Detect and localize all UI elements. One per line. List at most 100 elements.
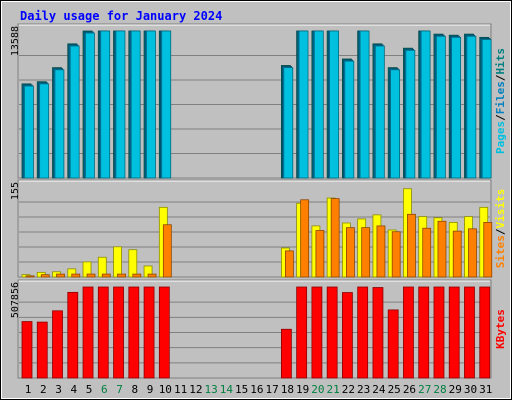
- bar-pages-day-27: [420, 30, 431, 179]
- bar-sites-day-10: [162, 224, 172, 278]
- bar-kbytes-day-3: [52, 310, 63, 379]
- x-tick-label: 30: [464, 383, 477, 396]
- side-legend: KBytes: [494, 309, 507, 349]
- bar-sites-day-9: [147, 273, 157, 278]
- side-legend: Pages/Files/Hits: [494, 48, 507, 154]
- x-tick-label: 29: [449, 383, 462, 396]
- bar-sites-day-31: [483, 222, 493, 278]
- x-tick-label: 16: [250, 383, 263, 396]
- bar-sites-day-20: [315, 230, 325, 278]
- kbytes-panel: 507856 KBytes: [10, 279, 507, 379]
- bar-sites-day-27: [422, 227, 432, 278]
- x-tick-label: 8: [131, 383, 138, 396]
- x-tick-label: 10: [159, 383, 172, 396]
- bar-pages-day-6: [100, 30, 111, 179]
- bar-sites-day-8: [132, 273, 142, 278]
- bar-pages-day-28: [435, 35, 446, 179]
- bar-sites-day-24: [376, 225, 386, 278]
- bar-visits-day-8: [128, 249, 138, 278]
- bar-pages-day-26: [405, 49, 416, 179]
- bar-sites-day-30: [468, 228, 477, 278]
- bar-kbytes-day-22: [342, 292, 353, 379]
- side-legend-item: Visits: [494, 189, 507, 229]
- y-max-label: 13588: [10, 26, 21, 56]
- bar-kbytes-day-18: [280, 328, 292, 379]
- bar-kbytes-day-24: [372, 287, 384, 379]
- x-tick-label: 22: [342, 383, 355, 396]
- x-tick-label: 25: [388, 383, 401, 396]
- bar-pages-day-21: [329, 30, 339, 179]
- x-tick-label: 14: [220, 383, 234, 396]
- x-tick-label: 27: [418, 383, 431, 396]
- x-tick-label: 9: [147, 383, 154, 396]
- x-tick-label: 17: [266, 383, 279, 396]
- x-tick-label: 26: [403, 383, 416, 396]
- bar-sites-day-21: [330, 198, 340, 278]
- side-legend-item: Hits: [494, 48, 507, 75]
- bar-pages-day-22: [344, 60, 355, 179]
- bar-kbytes-day-1: [21, 321, 33, 379]
- bar-kbytes-day-30: [464, 286, 475, 379]
- bar-sites-day-1: [25, 275, 35, 278]
- bar-pages-day-5: [85, 32, 95, 179]
- x-axis-day-labels: 1 2 3 4 5 6 7 8 9 10 11 12 13 14 15 16 17 18 19 20 21 22 23 24 2…: [25, 383, 493, 396]
- bar-sites-day-22: [346, 227, 355, 278]
- side-legend-item: Pages: [494, 121, 507, 154]
- x-tick-label: 7: [116, 383, 123, 396]
- x-tick-label: 21: [327, 383, 340, 396]
- bar-pages-day-20: [313, 30, 324, 179]
- side-legend-item: Sites: [494, 235, 507, 268]
- y-max-label: 507856: [10, 282, 21, 318]
- bar-kbytes-day-29: [448, 286, 460, 379]
- bar-kbytes-day-20: [311, 286, 323, 379]
- bar-kbytes-day-10: [158, 286, 170, 379]
- bar-visits-day-7: [113, 246, 122, 278]
- x-tick-label: 18: [281, 383, 294, 396]
- bar-sites-day-18: [284, 250, 294, 278]
- bar-kbytes-day-19: [296, 286, 308, 379]
- x-tick-label: 23: [357, 383, 370, 396]
- bar-kbytes-day-26: [403, 286, 414, 379]
- bar-sites-day-6: [101, 273, 111, 278]
- x-tick-label: 20: [311, 383, 324, 396]
- bar-sites-day-29: [452, 230, 462, 278]
- bar-kbytes-day-28: [433, 286, 445, 379]
- x-tick-label: 2: [40, 383, 47, 396]
- bar-sites-day-23: [361, 227, 371, 278]
- bar-kbytes-day-23: [357, 286, 369, 379]
- x-tick-label: 3: [55, 383, 62, 396]
- bar-pages-day-10: [161, 30, 172, 179]
- bar-kbytes-day-4: [67, 291, 79, 379]
- x-tick-label: 15: [235, 383, 248, 396]
- bar-pages-day-18: [283, 67, 294, 179]
- bar-sites-day-2: [40, 274, 50, 278]
- bar-sites-day-26: [407, 213, 416, 278]
- bar-pages-day-3: [54, 69, 65, 179]
- visits-sites-panel: 155 Sites/Visits: [10, 179, 507, 278]
- x-tick-label: 6: [101, 383, 108, 396]
- bar-sites-day-4: [71, 273, 81, 278]
- x-tick-label: 28: [433, 383, 446, 396]
- bar-pages-day-30: [466, 35, 477, 179]
- bar-kbytes-day-8: [128, 286, 140, 379]
- bar-sites-day-3: [56, 273, 65, 278]
- y-max-label: 155: [10, 182, 21, 200]
- x-tick-label: 4: [70, 383, 77, 396]
- bar-pages-day-1: [23, 85, 34, 179]
- bar-sites-day-19: [300, 199, 310, 278]
- bar-pages-day-25: [390, 69, 400, 179]
- bar-pages-day-7: [115, 30, 126, 179]
- bar-kbytes-day-2: [36, 321, 48, 379]
- x-tick-label: 11: [174, 383, 187, 396]
- bar-pages-day-19: [298, 30, 309, 179]
- side-legend-item: /: [494, 114, 507, 121]
- bar-pages-day-29: [451, 36, 462, 179]
- bar-kbytes-day-27: [418, 286, 430, 379]
- bar-sites-day-5: [86, 273, 96, 278]
- side-legend-item: KBytes: [494, 309, 507, 349]
- bar-kbytes-day-9: [143, 286, 155, 379]
- side-legend: Sites/Visits: [494, 189, 507, 269]
- x-tick-label: 31: [479, 383, 492, 396]
